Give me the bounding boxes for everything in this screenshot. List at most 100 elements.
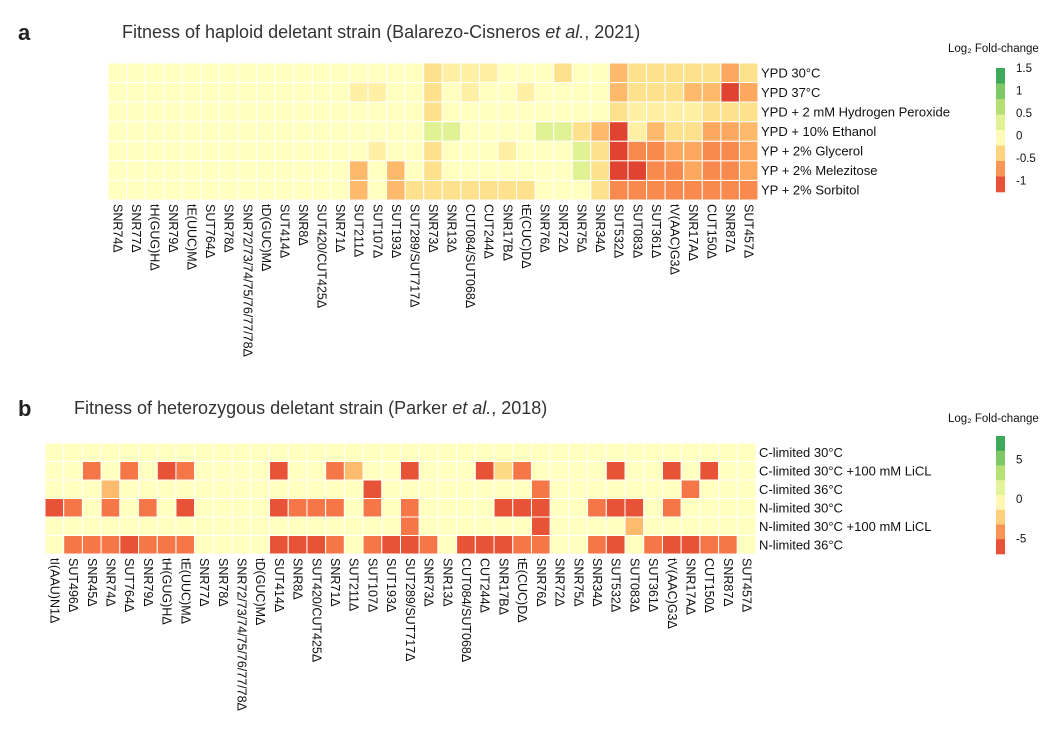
heatmap-cell [231,535,252,555]
column-label: CUT244Δ [478,558,492,613]
column-label: CUT244Δ [482,204,496,259]
panel-b-title: Fitness of heterozygous deletant strain … [74,398,547,419]
heatmap-cell [683,179,703,201]
heatmap-cell [736,535,757,555]
heatmap-cell [437,442,458,462]
heatmap-cell [516,179,536,201]
heatmap-cell [549,498,570,518]
heatmap-cell [81,461,102,481]
heatmap-cell [497,101,518,123]
column-label: SUT414Δ [277,204,291,258]
heatmap-cell [175,516,196,536]
column-label: SNR72/73/74/75/76/77/78Δ [240,204,254,357]
heatmap-cell [683,140,703,162]
heatmap-cell [720,179,740,201]
column-label: SUT764Δ [122,558,136,612]
heatmap-cell [250,479,271,499]
heatmap-cell [293,140,313,162]
heatmap-cell [231,516,252,536]
row-label: YPD 37°C [761,85,820,100]
heatmap-cell [590,62,610,84]
legend-tick-label: -0.5 [1016,153,1036,165]
heatmap-cell [274,140,295,162]
heatmap-cell [624,479,645,499]
heatmap-cell [646,82,666,103]
heatmap-cell [231,461,252,481]
column-label: SUT457Δ [742,204,756,258]
heatmap-cell [367,62,388,84]
heatmap-cell [571,160,592,181]
heatmap-cell [250,461,271,481]
legend-tick-label: -1 [1016,176,1026,188]
heatmap-cell [474,479,495,499]
heatmap-cell [63,479,83,499]
heatmap-cell [627,179,648,201]
heatmap-cell [81,479,102,499]
heatmap-cell [367,121,388,142]
heatmap-cell [100,535,121,555]
heatmap-cell [661,498,682,518]
heatmap-cell [107,160,128,181]
heatmap-cell [627,101,648,123]
heatmap-cell [441,121,462,142]
heatmap-cell [250,498,271,518]
heatmap-cell [218,101,239,123]
heatmap-cell [367,101,388,123]
heatmap-cell [587,479,607,499]
heatmap-cell [437,479,458,499]
heatmap-cell [627,140,648,162]
heatmap-cell [718,498,738,518]
legend-swatch [996,130,1005,146]
heatmap-cell [418,516,439,536]
legend-swatch [996,509,1005,525]
heatmap-cell [269,516,289,536]
heatmap-cell [269,479,289,499]
heatmap-cell [460,62,480,84]
heatmap-cell [362,535,383,555]
heatmap-cell [293,121,313,142]
heatmap-cell [330,101,350,123]
panel-a-title-em: et al. [545,22,585,42]
heatmap-cell [348,160,369,181]
column-label: SUT211Δ [352,204,366,257]
heatmap-cell [367,82,388,103]
column-label: tH(GUG)HΔ [160,558,174,625]
legend-tick-label: 0.5 [1016,108,1032,120]
legend-tick-label: -5 [1016,533,1026,545]
heatmap-cell [568,442,589,462]
heatmap-cell [608,82,629,103]
heatmap-cell [646,140,666,162]
heatmap-cell [680,516,701,536]
heatmap-cell [163,140,183,162]
heatmap-cell [250,442,271,462]
heatmap-cell [194,479,214,499]
heatmap-cell [553,121,573,142]
column-label: SNR72Δ [556,204,570,253]
column-label: SNR77Δ [129,204,143,253]
heatmap-cell [736,498,757,518]
heatmap-cell [181,62,202,84]
column-label: CUT084/SUT068Δ [459,558,473,662]
heatmap-cell [362,498,383,518]
heatmap-cell [200,62,220,84]
heatmap-cell [325,498,345,518]
heatmap-cell [720,62,740,84]
heatmap-cell [738,121,759,142]
heatmap-cell [497,82,518,103]
heatmap-cell [44,516,65,536]
heatmap-cell [306,442,327,462]
heatmap-cell [126,121,146,142]
heatmap-cell [571,140,592,162]
heatmap-cell [590,140,610,162]
heatmap-cell [441,160,462,181]
heatmap-cell [701,121,722,142]
column-label: SNR17AΔ [684,558,698,615]
heatmap-cell [256,62,276,84]
heatmap-cell [362,461,383,481]
heatmap-cell [156,461,177,481]
legend-tick-label: 1 [1016,86,1022,98]
heatmap-cell [237,62,258,84]
heatmap-cell [144,101,165,123]
heatmap-cell [512,535,532,555]
